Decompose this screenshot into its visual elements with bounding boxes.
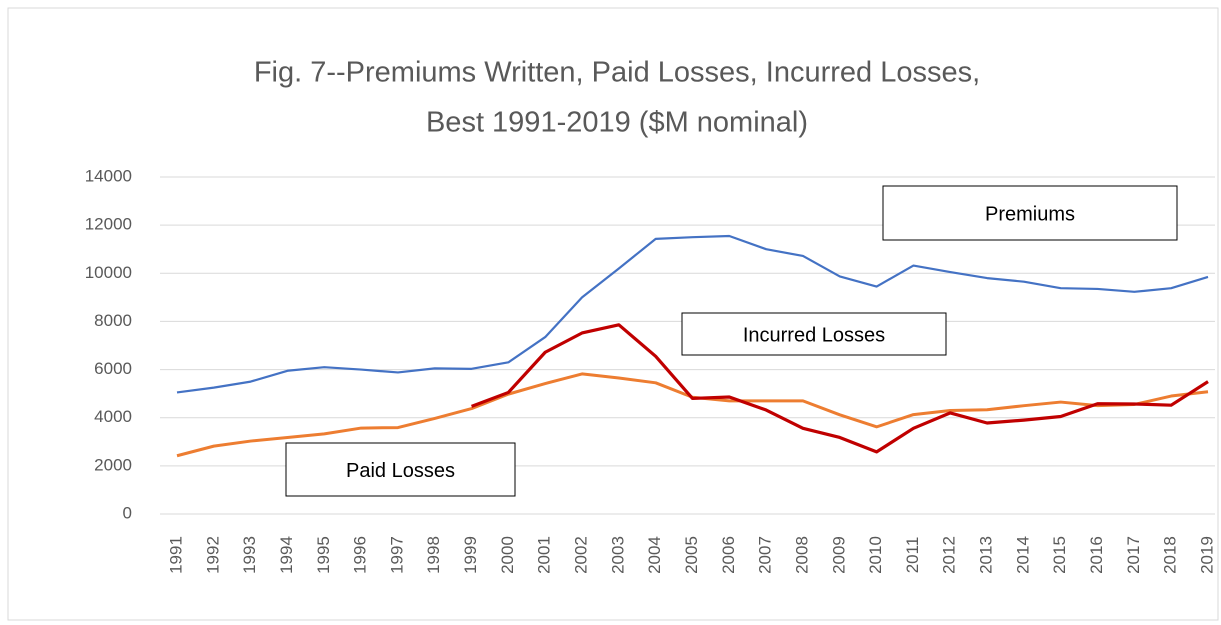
x-tick-label: 2007: [756, 536, 775, 574]
x-tick-label: 1996: [351, 536, 370, 574]
x-tick-label: 1997: [387, 536, 406, 574]
x-tick-label: 2014: [1013, 536, 1032, 574]
chart-title: Fig. 7--Premiums Written, Paid Losses, I…: [254, 57, 980, 89]
x-tick-label: 2012: [940, 536, 959, 574]
y-tick-label: 10000: [85, 263, 132, 282]
x-tick-label: 2001: [535, 536, 554, 574]
series-label: Incurred Losses: [743, 324, 885, 346]
series-label-box: [681, 312, 947, 356]
x-tick-label: 2002: [572, 536, 591, 574]
x-tick-label: 2019: [1197, 536, 1216, 574]
x-tick-label: 1999: [461, 536, 480, 574]
line-series: [471, 323, 1209, 454]
y-tick-label: 6000: [94, 359, 132, 378]
x-tick-label: 2006: [719, 536, 738, 574]
x-tick-label: 2004: [645, 536, 664, 574]
x-tick-label: 2018: [1161, 536, 1180, 574]
chart-title: Best 1991-2019 ($M nominal): [426, 107, 808, 139]
x-tick-label: 2010: [866, 536, 885, 574]
x-tick-label: 2011: [903, 537, 922, 574]
y-tick-label: 14000: [85, 166, 132, 185]
series-label: Paid Losses: [346, 460, 455, 482]
line-series: [176, 234, 1209, 394]
series-label-box: [285, 442, 516, 497]
x-tick-label: 1993: [240, 536, 259, 574]
series-label-box: [882, 185, 1178, 241]
x-tick-label: 2017: [1124, 536, 1143, 574]
y-tick-label: 4000: [94, 407, 132, 426]
x-tick-label: 2003: [608, 536, 627, 574]
x-tick-label: 2008: [792, 536, 811, 574]
series-label: Premiums: [985, 203, 1075, 225]
x-tick-label: 1992: [203, 536, 222, 574]
y-tick-label: 0: [123, 503, 132, 522]
x-tick-label: 1995: [314, 536, 333, 574]
y-tick-label: 8000: [94, 311, 132, 330]
x-tick-label: 1994: [277, 536, 296, 574]
x-tick-label: 2005: [682, 536, 701, 574]
x-tick-label: 1998: [424, 536, 443, 574]
x-tick-label: 2000: [498, 536, 517, 574]
x-tick-label: 1991: [166, 536, 185, 574]
x-tick-label: 2009: [829, 536, 848, 574]
chart-border: [7, 7, 1219, 621]
x-tick-label: 2015: [1050, 536, 1069, 574]
y-tick-label: 12000: [85, 215, 132, 234]
x-tick-label: 2013: [977, 536, 996, 574]
y-tick-label: 2000: [94, 455, 132, 474]
x-tick-label: 2016: [1087, 536, 1106, 574]
